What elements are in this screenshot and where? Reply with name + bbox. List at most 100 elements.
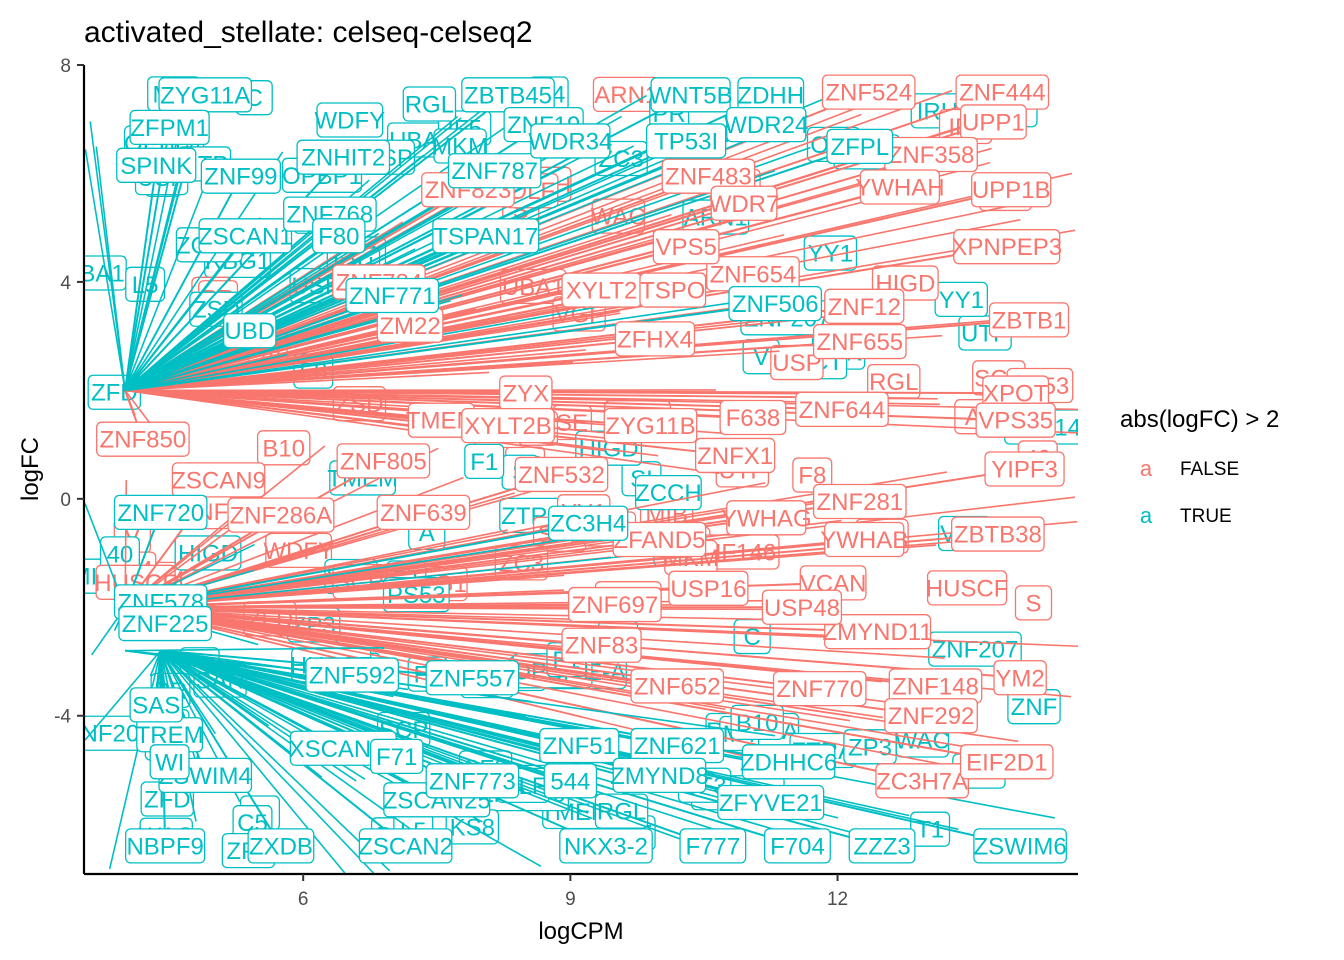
label-box (568, 586, 662, 623)
label-text: VPS5 (655, 234, 716, 261)
leader-line (124, 310, 620, 392)
label-box (803, 235, 858, 271)
gene-label: XYLT2B (461, 407, 555, 444)
gene-label: ZC3H7A (875, 763, 969, 799)
label-text: ZNF652 (634, 673, 721, 700)
gene-label: ZNF483 (661, 158, 756, 194)
leader-line (124, 445, 326, 608)
gene-label: EIF2D1 (959, 744, 1054, 780)
gene-label: ZMYND11 (822, 614, 933, 650)
gene-label: WNT5B (649, 77, 733, 113)
label-box (223, 313, 277, 349)
label-text: ZYG11B (605, 413, 695, 440)
gene-label: ZNF655 (812, 323, 907, 360)
gene-label: ZNF281 (812, 483, 907, 520)
label-box (256, 430, 311, 466)
label-text: ZNF12 (828, 294, 901, 321)
label-text: ZNF524 (825, 80, 912, 107)
label-box (1014, 585, 1053, 621)
label-text: ZFHX4 (617, 326, 693, 353)
gene-label: VPS5 (652, 229, 720, 265)
label-box (358, 828, 453, 864)
gene-label: ZFPL (826, 128, 894, 164)
label-text: ZBTB1 (992, 307, 1067, 334)
gene-label: ZNF506 (728, 285, 823, 322)
label-box (247, 828, 315, 864)
gene-label: ZNF639 (376, 494, 471, 531)
leader-line (124, 232, 380, 392)
gene-label: ZNF524 (821, 74, 916, 110)
label-text: ZXDB (249, 833, 313, 860)
label-text: ZNF225 (122, 611, 209, 638)
label-box (764, 828, 831, 864)
label-box (645, 123, 727, 159)
leader-line (124, 289, 820, 392)
label-box (661, 158, 756, 194)
label-box (950, 516, 1045, 552)
gene-label: ZNF557 (425, 660, 520, 696)
background-gene-label: RGL (402, 86, 457, 122)
label-text: TSPAN17 (433, 223, 538, 250)
label-text: ZNF850 (100, 427, 187, 454)
gene-label: ZNF444 (955, 74, 1050, 110)
gene-label: ZC3H4 (548, 505, 629, 541)
label-box (312, 218, 366, 254)
label-box (539, 727, 620, 764)
gene-label: ZNF644 (795, 391, 889, 427)
label-text: F1 (470, 449, 498, 476)
gene-label: YWHAB (820, 521, 908, 558)
label-text: ZNF805 (340, 448, 427, 475)
label-box (543, 763, 598, 799)
leader-line (124, 337, 656, 392)
label-text: 40 (107, 541, 134, 568)
legend-key-glyph: a (1140, 456, 1153, 481)
chart-title: activated_stellate: celseq-celseq2 (84, 16, 533, 49)
leader-line (160, 649, 773, 830)
label-text: ZNF770 (776, 676, 863, 703)
label-text: ZNF99 (204, 164, 277, 191)
leader-line (124, 165, 214, 391)
label-text: ZNF720 (117, 500, 204, 527)
leader-line (95, 146, 126, 391)
label-box (296, 139, 391, 175)
background-gene-label: F1 (464, 443, 505, 480)
label-text: ZNF148 (892, 673, 979, 700)
background-gene-label: B10 (730, 704, 784, 741)
leader-line (108, 650, 162, 870)
label-box (634, 474, 702, 511)
label-text: UPP1B (972, 177, 1051, 204)
label-box (826, 128, 894, 164)
gene-label: ZNF532 (514, 456, 609, 493)
background-gene-label: USP (770, 344, 824, 381)
label-box (376, 494, 471, 531)
label-box (447, 153, 542, 189)
gene-label: ZYX (499, 375, 553, 411)
label-box (594, 793, 649, 829)
label-text: ZM22 (379, 313, 440, 340)
label-text: ZNF51 (543, 733, 616, 760)
gene-label: ZNF292 (884, 698, 978, 734)
label-box (824, 288, 905, 324)
background-gene-label: 40 (99, 536, 140, 572)
gene-label: ZM22 (376, 307, 444, 343)
label-box (988, 302, 1070, 338)
label-text: USP48 (764, 595, 840, 622)
gene-label: ZNF592 (305, 657, 400, 693)
leader-line (125, 371, 490, 392)
leader-line (124, 606, 1007, 763)
leader-line (125, 646, 385, 652)
label-text: ZNF773 (429, 768, 516, 795)
gene-label: UBD (223, 313, 277, 349)
gene-label: ZBTB45 (461, 77, 555, 113)
gene-label: ZYG11A (158, 77, 253, 113)
leader-line (124, 153, 932, 392)
label-text: XPNPEP3 (951, 234, 1062, 261)
gene-label: ZBTB38 (950, 516, 1045, 552)
gene-label: ZZZ3 (848, 828, 916, 864)
label-text: ZFPL (830, 134, 889, 161)
gene-label: ZSWIM6 (973, 828, 1067, 864)
label-text: ZFAND5 (613, 527, 705, 554)
gene-label: YWHAG (721, 500, 812, 536)
x-tick-label: 12 (827, 889, 848, 910)
